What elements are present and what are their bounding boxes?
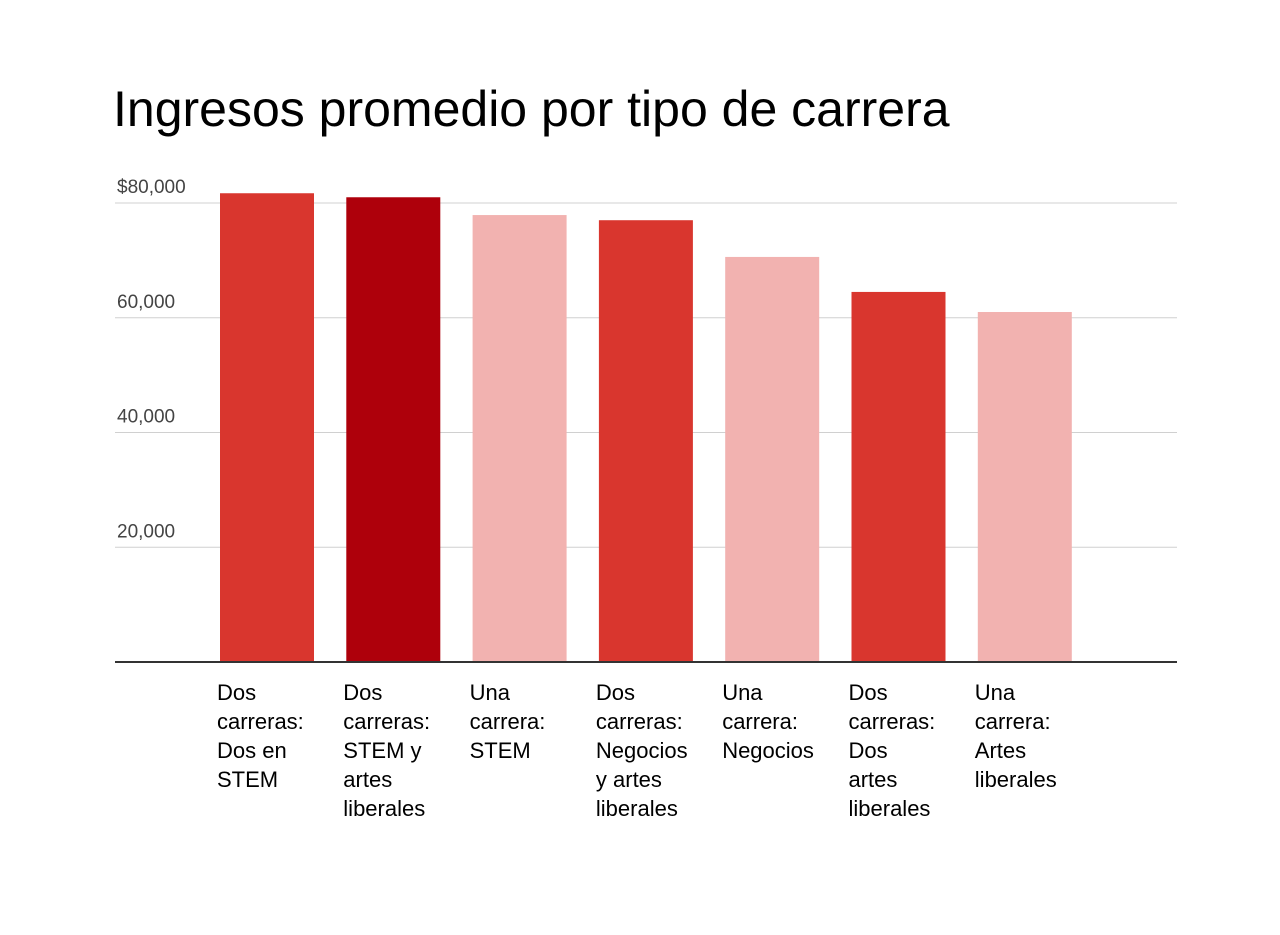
bar bbox=[598, 220, 693, 662]
y-tick-label: $80,000 bbox=[117, 177, 186, 198]
x-category-label: Dos carreras: STEM y artes liberales bbox=[343, 680, 431, 821]
x-category-label: Dos carreras: Dos artes liberales bbox=[848, 680, 936, 821]
y-tick-label: 40,000 bbox=[117, 407, 175, 428]
x-category-label: Una carrera: Artes liberales bbox=[974, 680, 1057, 792]
x-category-label: Dos carreras: Dos en STEM bbox=[217, 680, 304, 792]
bar bbox=[851, 291, 946, 662]
bar bbox=[725, 256, 820, 662]
bar bbox=[346, 197, 441, 662]
bar bbox=[220, 193, 314, 662]
x-category-label: Una carrera: STEM bbox=[469, 680, 546, 763]
bar bbox=[472, 215, 567, 662]
x-category-label: Dos carreras: Negocios y artes liberales bbox=[595, 680, 688, 821]
bar bbox=[977, 312, 1072, 662]
chart-title: Ingresos promedio por tipo de carrera bbox=[113, 81, 950, 137]
y-tick-label: 60,000 bbox=[117, 292, 175, 313]
y-tick-label: 20,000 bbox=[117, 521, 175, 542]
x-category-label: Una carrera: Negocios bbox=[722, 680, 814, 763]
